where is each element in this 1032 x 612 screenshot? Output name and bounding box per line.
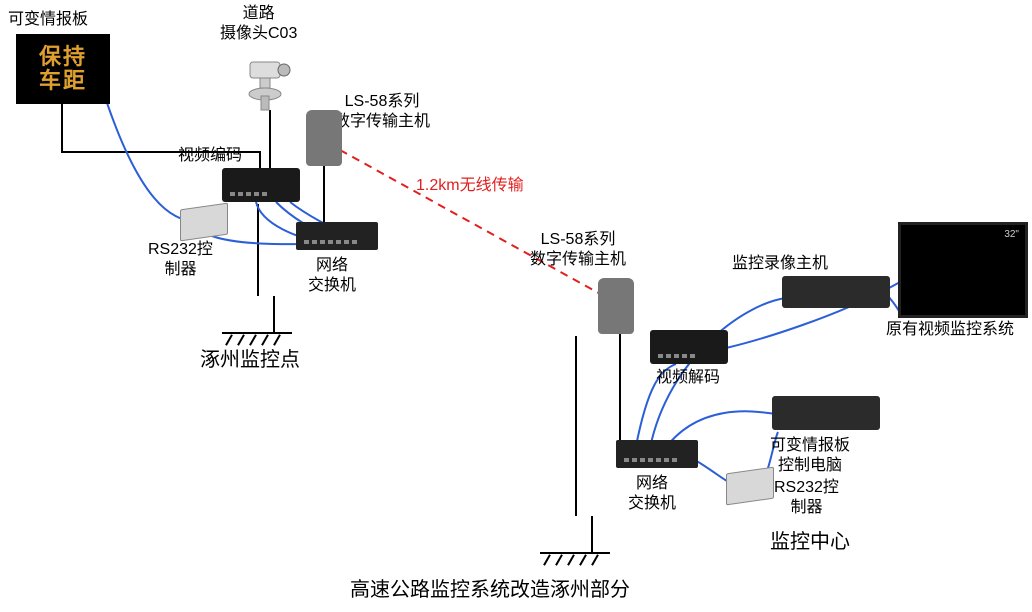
vms-text-line1: 保持 xyxy=(39,45,87,69)
control-pc-label: 可变情报板 控制电脑 xyxy=(770,436,850,476)
ground-left-icon xyxy=(256,296,292,348)
video-decoder xyxy=(650,330,728,364)
rs232-right-label: RS232控 制器 xyxy=(774,478,839,518)
switch-left-label: 网络 交换机 xyxy=(308,256,356,296)
legacy-label: 原有视频监控系统 xyxy=(886,320,1014,340)
tx-host-right xyxy=(598,278,634,334)
dvr-host xyxy=(782,276,890,308)
control-pc xyxy=(772,396,880,430)
decoder-label: 视频解码 xyxy=(656,368,720,388)
switch-right xyxy=(616,440,698,468)
rs232-left xyxy=(180,203,228,242)
tx-left-label: LS-58系列 数字传输主机 xyxy=(334,92,430,132)
switch-right-label: 网络 交换机 xyxy=(628,474,676,514)
video-encoder xyxy=(222,168,300,202)
dvr-label: 监控录像主机 xyxy=(732,254,828,274)
rs232-left-label: RS232控 制器 xyxy=(148,240,213,280)
vms-title-label: 可变情报板 xyxy=(8,10,88,30)
cable-wireless xyxy=(340,150,604,296)
ground-right-icon xyxy=(574,516,610,568)
diagram-title: 高速公路监控系统改造涿州部分 xyxy=(350,578,630,603)
vms-sign: 保持 车距 xyxy=(16,34,110,104)
center-label: 监控中心 xyxy=(770,530,850,555)
legacy-monitor xyxy=(898,222,1028,318)
monitor-point-label: 涿州监控点 xyxy=(200,348,300,373)
tx-host-left xyxy=(306,110,342,166)
tx-right-label: LS-58系列 数字传输主机 xyxy=(530,230,626,270)
encoder-label: 视频编码 xyxy=(178,146,242,166)
switch-left xyxy=(296,222,378,250)
road-camera-icon xyxy=(244,56,298,114)
camera-label: 道路 摄像头C03 xyxy=(220,4,297,44)
rs232-right xyxy=(726,467,774,506)
cable-data xyxy=(212,236,308,244)
wireless-label: 1.2km无线传输 xyxy=(416,176,524,196)
vms-text-line2: 车距 xyxy=(39,69,87,93)
